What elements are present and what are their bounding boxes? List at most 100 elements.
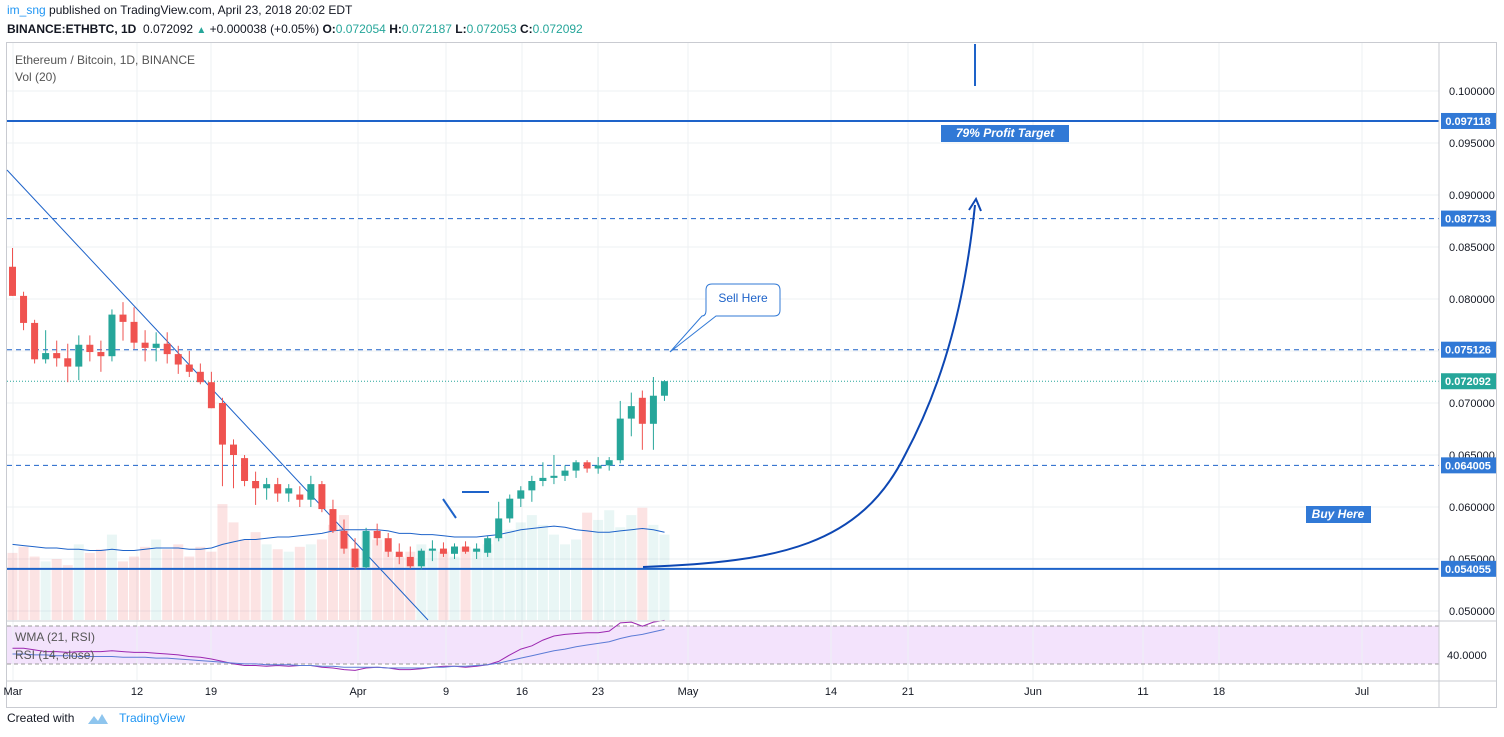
volume-bar bbox=[460, 546, 471, 620]
volume-bar bbox=[504, 529, 515, 620]
volume-bar bbox=[184, 556, 195, 620]
tradingview-logo-icon bbox=[87, 713, 108, 724]
volume-bar bbox=[250, 532, 261, 620]
candle-body bbox=[362, 530, 370, 568]
symbol-legend: Ethereum / Bitcoin, 1D, BINANCE bbox=[15, 53, 196, 67]
candle-body bbox=[307, 484, 315, 500]
close-value: 0.072092 bbox=[532, 22, 583, 36]
publish-text: published on TradingView.com, April 23, … bbox=[49, 3, 353, 17]
volume-bar bbox=[140, 546, 151, 620]
rsi-band bbox=[7, 626, 1439, 664]
candle-body bbox=[263, 484, 271, 489]
wma-rsi-line bbox=[12, 628, 665, 669]
volume-bar bbox=[151, 539, 162, 620]
horizontal-levels[interactable] bbox=[7, 119, 1439, 570]
candle-body bbox=[296, 494, 304, 500]
price-tick-label: 0.090000 bbox=[1449, 190, 1495, 202]
time-tick-label: May bbox=[678, 686, 699, 698]
volume-bar bbox=[582, 512, 593, 620]
volume-bars bbox=[7, 504, 670, 620]
level-marker bbox=[1441, 560, 1496, 577]
candle-body bbox=[451, 546, 458, 554]
level-marker-text: 0.054055 bbox=[1445, 564, 1491, 576]
volume-bar bbox=[361, 532, 372, 620]
time-tick-label: Jun bbox=[1024, 686, 1042, 698]
candle-body bbox=[86, 344, 94, 353]
chart-frame[interactable] bbox=[6, 42, 1497, 708]
level-marker-text: 0.087733 bbox=[1445, 214, 1491, 226]
time-tick-label: Jul bbox=[1355, 686, 1369, 698]
volume-bar bbox=[626, 515, 637, 620]
price-tick-label: 0.050000 bbox=[1449, 606, 1495, 618]
price-change: +0.000038 (+0.05%) bbox=[209, 22, 320, 36]
level-marker bbox=[1441, 210, 1496, 227]
candle-body bbox=[340, 530, 348, 549]
candle-body bbox=[152, 343, 160, 348]
candle-body bbox=[64, 358, 72, 367]
sell-here-callout[interactable]: Sell Here bbox=[669, 283, 781, 353]
candle-body bbox=[318, 484, 326, 510]
level-marker-text: 0.064005 bbox=[1445, 460, 1491, 472]
volume-bar bbox=[394, 556, 405, 620]
level-marker-text: 0.072092 bbox=[1445, 376, 1491, 388]
price-tick-label: 0.080000 bbox=[1449, 294, 1495, 306]
candle-body bbox=[594, 465, 602, 469]
candles bbox=[9, 248, 668, 570]
candle-body bbox=[406, 556, 414, 567]
volume-bar bbox=[239, 539, 250, 620]
volume-bar bbox=[604, 510, 615, 620]
tradingview-link[interactable]: TradingView bbox=[119, 711, 186, 725]
rsi-axis-tick: 40.0000 bbox=[1447, 650, 1487, 662]
volume-bar bbox=[405, 551, 416, 620]
time-tick-label: 18 bbox=[1213, 686, 1225, 698]
volume-bar bbox=[106, 534, 117, 620]
trendline[interactable] bbox=[6, 169, 429, 621]
volume-bar bbox=[493, 537, 504, 620]
time-tick-label: 12 bbox=[131, 686, 143, 698]
small-trendline[interactable] bbox=[442, 498, 457, 519]
volume-bar bbox=[659, 534, 670, 620]
up-arrow-icon: ▲ bbox=[196, 25, 207, 36]
candle-body bbox=[130, 321, 138, 343]
volume-bar bbox=[228, 522, 239, 620]
level-marker bbox=[1441, 341, 1496, 358]
volume-bar bbox=[18, 546, 29, 620]
level-marker bbox=[1441, 457, 1496, 474]
level-marker-text: 0.097118 bbox=[1445, 116, 1490, 128]
candle-body bbox=[241, 458, 249, 481]
volume-bar bbox=[449, 556, 460, 620]
volume-bar bbox=[305, 544, 316, 620]
volume-bar bbox=[129, 556, 140, 620]
volume-bar bbox=[560, 544, 570, 620]
price-axis-markers: 0.097118 0.087733 0.075126 0.072092 0.064005… bbox=[1441, 112, 1496, 577]
volume-bar bbox=[206, 551, 217, 620]
time-tick-label: 11 bbox=[1137, 686, 1148, 698]
volume-bar bbox=[526, 515, 537, 620]
volume-bar bbox=[40, 561, 51, 620]
time-tick-label: 21 bbox=[902, 686, 914, 698]
candle-body bbox=[207, 382, 215, 409]
symbol-label: BINANCE:ETHBTC, 1D bbox=[7, 22, 137, 36]
candle-body bbox=[539, 477, 547, 481]
volume-bar bbox=[51, 559, 62, 620]
volume-bar bbox=[537, 524, 548, 620]
candle-body bbox=[517, 490, 525, 499]
volume-bar bbox=[515, 522, 526, 620]
time-axis[interactable]: Mar 12 19 Apr 9 16 23 May 14 21 Jun 11 18 Jul bbox=[4, 686, 1370, 698]
rsi-legend: RSI (14, close) bbox=[15, 648, 95, 662]
profit-target-label[interactable]: 79% Profit Target bbox=[941, 125, 1069, 142]
projection-curve[interactable] bbox=[642, 204, 976, 568]
ohlc-bar: BINANCE:ETHBTC, 1D 0.072092 ▲ +0.000038 … bbox=[7, 22, 583, 38]
volume-bar bbox=[383, 551, 394, 620]
grid bbox=[7, 43, 1439, 680]
close-label: C: bbox=[520, 22, 533, 36]
time-tick-label: 19 bbox=[205, 686, 217, 698]
candle-body bbox=[638, 397, 646, 424]
candle-body bbox=[196, 371, 204, 383]
buy-here-label[interactable]: Buy Here bbox=[1306, 506, 1371, 523]
level-marker bbox=[1441, 112, 1496, 129]
author-link[interactable]: im_sng bbox=[7, 3, 46, 17]
volume-bar bbox=[637, 507, 648, 620]
candle-body bbox=[627, 406, 635, 419]
